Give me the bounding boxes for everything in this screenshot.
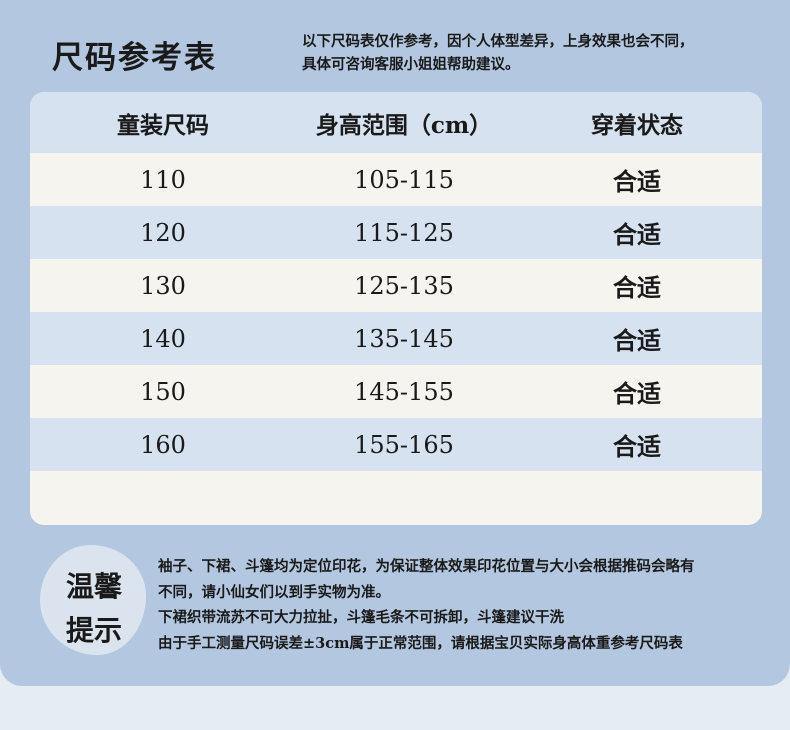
cell-height: 155-165 <box>354 430 454 459</box>
cell-size: 120 <box>140 218 186 247</box>
table-row: 110 105-115 合适 <box>30 153 762 206</box>
tips-label-line: 提示 <box>65 614 122 647</box>
cell-fit: 合适 <box>613 432 661 461</box>
reference-note: 以下尺码表仅作参考，因个人体型差异，上身效果也会不同， 具体可咨询客服小姐姐帮助… <box>302 30 694 76</box>
tip-line: 袖子、下裙、斗篷均为定位印花，为保证整体效果印花位置与大小会根据推码会略有 <box>158 558 695 575</box>
tip-line: 不同，请小仙女们以到手实物为准。 <box>158 583 390 601</box>
size-table: 童装尺码 身高范围（cm） 穿着状态 110 105-115 合适 120 115-12… <box>30 92 762 525</box>
tips-text: 袖子、下裙、斗篷均为定位印花，为保证整体效果印花位置与大小会根据推码会略有 不同… <box>158 554 695 656</box>
table-row: 130 125-135 合适 <box>30 259 762 312</box>
cell-height: 135-145 <box>354 324 454 353</box>
table-row: 150 145-155 合适 <box>30 365 762 418</box>
table-row: 160 155-165 合适 <box>30 418 762 471</box>
cell-size: 140 <box>140 324 186 353</box>
header-size: 童装尺码 <box>117 111 209 139</box>
note-line: 以下尺码表仅作参考，因个人体型差异，上身效果也会不同， <box>302 33 694 50</box>
cell-height: 145-155 <box>354 377 454 406</box>
cell-size: 160 <box>140 430 186 459</box>
cell-fit: 合适 <box>613 326 661 355</box>
tips-label-line: 温馨 <box>65 570 122 603</box>
cell-height: 125-135 <box>354 271 454 300</box>
cell-height: 105-115 <box>354 165 454 194</box>
tips-badge <box>40 545 146 655</box>
tips-label: 温馨 提示 <box>62 565 126 653</box>
note-line: 具体可咨询客服小姐姐帮助建议。 <box>302 56 520 73</box>
cell-size: 130 <box>140 271 186 300</box>
tip-line: 由于手工测量尺码误差±3cm属于正常范围，请根据宝贝实际身高体重参考尺码表 <box>158 634 683 652</box>
cell-fit: 合适 <box>613 273 661 302</box>
table-row: 120 115-125 合适 <box>30 206 762 259</box>
cell-size: 150 <box>140 377 186 406</box>
cell-size: 110 <box>140 165 186 194</box>
cell-fit: 合适 <box>613 379 661 408</box>
header-fit: 穿着状态 <box>591 111 683 139</box>
cell-height: 115-125 <box>354 218 454 247</box>
cell-fit: 合适 <box>613 220 661 249</box>
header-height: 身高范围（cm） <box>315 111 493 139</box>
tip-line: 下裙织带流苏不可大力拉扯，斗篷毛条不可拆卸，斗篷建议干洗 <box>158 609 564 626</box>
table-row: 140 135-145 合适 <box>30 312 762 365</box>
page-title: 尺码参考表 <box>52 40 217 76</box>
table-header: 童装尺码 身高范围（cm） 穿着状态 <box>30 92 762 153</box>
cell-fit: 合适 <box>613 167 661 196</box>
